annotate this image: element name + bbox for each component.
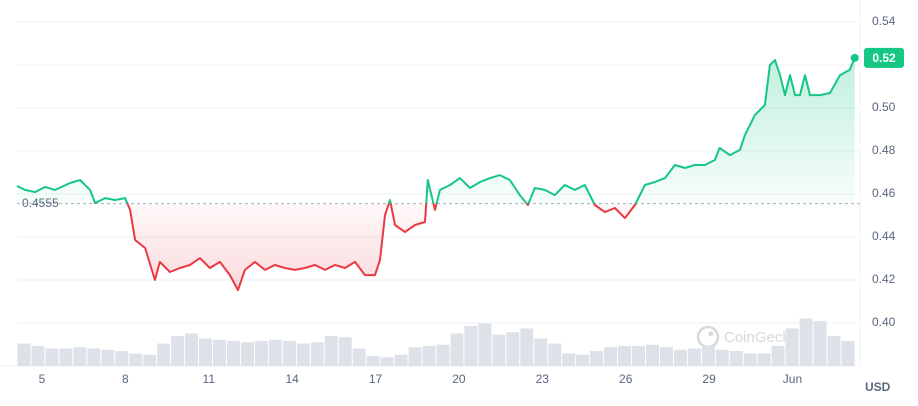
volume-bar xyxy=(240,342,254,366)
x-tick-label: 26 xyxy=(619,372,633,386)
volume-bar xyxy=(450,333,464,366)
volume-bar xyxy=(185,333,199,366)
volume-bar xyxy=(157,343,171,366)
volume-bar xyxy=(478,323,492,366)
volume-bar xyxy=(771,346,785,366)
watermark: CoinGecko xyxy=(696,325,798,349)
volume-bar xyxy=(213,339,226,366)
volume-bar xyxy=(646,344,659,366)
volume-bar xyxy=(199,338,213,366)
volume-bar xyxy=(618,346,632,366)
currency-label: USD xyxy=(865,380,891,394)
volume-bar xyxy=(799,318,813,366)
volume-bar xyxy=(506,332,520,366)
volume-bar xyxy=(673,349,687,366)
watermark-text: CoinGecko xyxy=(724,329,798,346)
y-tick-label: 0.46 xyxy=(872,186,896,200)
price-area xyxy=(17,57,855,291)
volume-bar xyxy=(576,354,590,366)
volume-bar xyxy=(841,341,855,366)
volume-bar xyxy=(101,349,115,366)
y-tick-label: 0.54 xyxy=(872,14,896,28)
y-tick-label: 0.42 xyxy=(872,272,896,286)
volume-bar xyxy=(757,353,771,366)
volume-bar xyxy=(743,353,757,366)
volume-bar xyxy=(380,357,394,366)
volume-bar xyxy=(408,347,422,366)
volume-bar xyxy=(268,339,282,366)
volume-bar xyxy=(87,348,101,366)
x-tick-label: 11 xyxy=(203,372,216,386)
x-tick-label: 23 xyxy=(536,372,550,386)
last-price-dot xyxy=(850,53,859,62)
volume-bar xyxy=(590,351,604,366)
volume-bar xyxy=(687,348,701,366)
volume-bar xyxy=(171,336,185,366)
price-tag-label: 0.52 xyxy=(872,51,896,65)
y-tick-label: 0.48 xyxy=(872,143,896,157)
volume-bar xyxy=(604,347,618,366)
volume-bar xyxy=(394,354,408,366)
x-tick-label: 8 xyxy=(122,372,129,386)
volume-bar xyxy=(548,343,562,366)
volume-bar xyxy=(701,346,715,366)
x-tick-label: 29 xyxy=(702,372,716,386)
volume-bar xyxy=(436,344,450,366)
volume-bar xyxy=(659,347,673,366)
volume-bar xyxy=(115,351,129,366)
volume-bar xyxy=(296,343,310,366)
volume-bar xyxy=(729,351,743,366)
volume-bar xyxy=(143,354,157,366)
x-tick-label: 14 xyxy=(285,372,299,386)
volume-bar xyxy=(73,347,87,366)
volume-bar xyxy=(520,328,534,366)
volume-bar xyxy=(422,346,436,366)
volume-bar xyxy=(352,348,366,366)
volume-bar xyxy=(534,338,548,366)
price-tag xyxy=(864,47,904,68)
x-tick-label: 20 xyxy=(452,372,466,386)
volume-bar xyxy=(227,341,240,366)
x-tick-label: Jun xyxy=(783,372,802,386)
volume-bar xyxy=(324,336,338,366)
x-tick-label: 17 xyxy=(369,372,383,386)
volume-bar xyxy=(338,337,352,366)
x-tick-label: 5 xyxy=(39,372,46,386)
volume-bar xyxy=(562,353,576,366)
volume-bar xyxy=(17,343,31,366)
volume-bar xyxy=(813,321,827,366)
volume-bar xyxy=(366,356,380,366)
y-tick-label: 0.44 xyxy=(872,229,896,243)
volume-bar xyxy=(464,326,478,366)
price-line xyxy=(16,57,856,292)
volume-bar xyxy=(310,342,324,366)
volume-bar xyxy=(31,346,45,366)
volume-bar xyxy=(254,341,268,366)
volume-bar xyxy=(715,349,729,366)
volume-bar xyxy=(129,353,143,366)
y-tick-label: 0.50 xyxy=(872,100,896,114)
volume-bar xyxy=(632,346,645,366)
volume-bar xyxy=(45,348,59,366)
volume-bar xyxy=(785,328,799,366)
y-tick-label: 0.40 xyxy=(872,315,896,329)
volume-bar xyxy=(492,334,506,366)
volume-bar xyxy=(59,348,73,366)
volume-bar xyxy=(282,341,296,366)
volume-bar xyxy=(827,336,841,366)
